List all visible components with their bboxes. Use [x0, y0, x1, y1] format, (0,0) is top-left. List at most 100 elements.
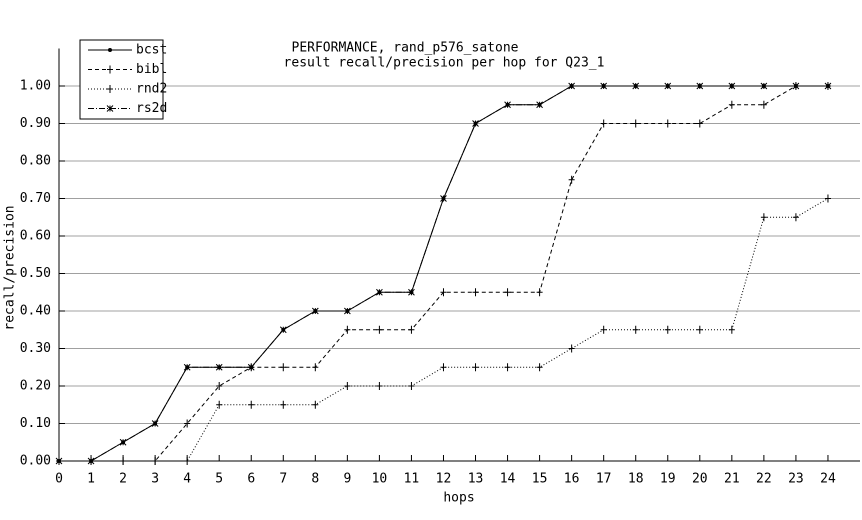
point: [184, 419, 191, 428]
x-tick-label: 1: [87, 472, 95, 487]
legend-label: bcst: [136, 43, 167, 58]
point: [311, 307, 319, 315]
y-tick-label: 0.10: [20, 416, 51, 431]
point: [632, 82, 640, 90]
x-tick-label: 17: [596, 472, 612, 487]
point: [568, 82, 575, 90]
point: [408, 288, 415, 296]
point: [472, 120, 479, 127]
y-tick-label: 0.50: [20, 266, 51, 281]
point: [215, 363, 223, 371]
y-axis-label: recall/precision: [3, 205, 18, 330]
point: [472, 363, 479, 372]
x-tick-label: 13: [468, 472, 484, 487]
legend-label: rs2d: [136, 101, 167, 116]
point: [504, 363, 511, 372]
point: [183, 363, 191, 371]
x-tick-label: 3: [151, 472, 159, 487]
point: [55, 457, 63, 465]
x-tick-label: 15: [532, 472, 548, 487]
point: [824, 194, 831, 203]
x-tick-label: 6: [247, 472, 255, 487]
x-tick-label: 24: [820, 472, 836, 487]
point: [440, 288, 447, 297]
x-tick-label: 4: [183, 472, 191, 487]
x-tick-label: 16: [564, 472, 580, 487]
legend-marker: [106, 105, 114, 112]
legend-marker: [107, 65, 113, 74]
point: [440, 195, 447, 202]
x-tick-label: 21: [724, 472, 740, 487]
point: [376, 325, 383, 334]
point: [600, 325, 607, 334]
legend-marker: [108, 48, 112, 52]
point: [760, 82, 768, 90]
y-tick-label: 0.30: [20, 341, 51, 356]
point: [728, 100, 735, 109]
point: [792, 213, 799, 222]
point: [344, 307, 351, 315]
point: [248, 400, 255, 409]
point: [600, 119, 607, 128]
x-axis-label: hops: [443, 491, 474, 506]
x-tick-label: 12: [436, 472, 452, 487]
point: [376, 288, 383, 296]
point: [536, 288, 543, 297]
point: [824, 82, 832, 90]
y-tick-label: 0.40: [20, 304, 51, 319]
point: [312, 363, 319, 372]
x-tick-label: 10: [372, 472, 388, 487]
x-tick-label: 20: [692, 472, 708, 487]
x-tick-label: 5: [215, 472, 223, 487]
point: [536, 363, 543, 372]
x-tick-label: 7: [279, 472, 287, 487]
point: [728, 325, 735, 334]
legend-box: [79, 39, 164, 120]
point: [760, 100, 767, 109]
y-tick-label: 0.60: [20, 229, 51, 244]
series-line: [59, 198, 829, 462]
point: [279, 326, 287, 334]
point: [504, 101, 511, 109]
point: [344, 325, 351, 334]
x-tick-label: 9: [343, 472, 351, 487]
point: [792, 82, 800, 90]
point: [472, 288, 479, 297]
point: [312, 400, 319, 409]
point: [504, 288, 511, 297]
legend-label: bibl: [136, 62, 167, 77]
point: [664, 119, 671, 128]
point: [151, 420, 159, 427]
point: [184, 457, 191, 465]
point: [440, 363, 447, 372]
point: [280, 400, 287, 409]
x-tick-label: 0: [55, 472, 63, 487]
y-tick-label: 0.80: [20, 154, 51, 169]
point: [408, 382, 415, 390]
chart-title: PERFORMANCE, rand_p576_satone: [292, 41, 519, 56]
x-tick-label: 2: [119, 472, 127, 487]
point: [120, 457, 127, 465]
point: [696, 325, 703, 334]
point: [216, 382, 223, 390]
point: [632, 325, 639, 334]
y-tick-label: 1.00: [20, 79, 51, 94]
x-tick-label: 18: [628, 472, 644, 487]
point: [247, 363, 255, 371]
point: [632, 119, 639, 128]
legend-marker: [107, 85, 113, 93]
y-tick-label: 0.00: [20, 454, 51, 469]
point: [568, 175, 575, 184]
point: [760, 213, 767, 222]
point: [216, 400, 223, 409]
point: [696, 119, 703, 128]
y-tick-label: 0.20: [20, 379, 51, 394]
point: [87, 457, 95, 465]
point: [376, 382, 383, 390]
x-tick-label: 19: [660, 472, 676, 487]
point: [696, 82, 704, 90]
legend-label: rnd2: [136, 82, 167, 97]
point: [152, 457, 159, 465]
x-tick-label: 22: [756, 472, 772, 487]
